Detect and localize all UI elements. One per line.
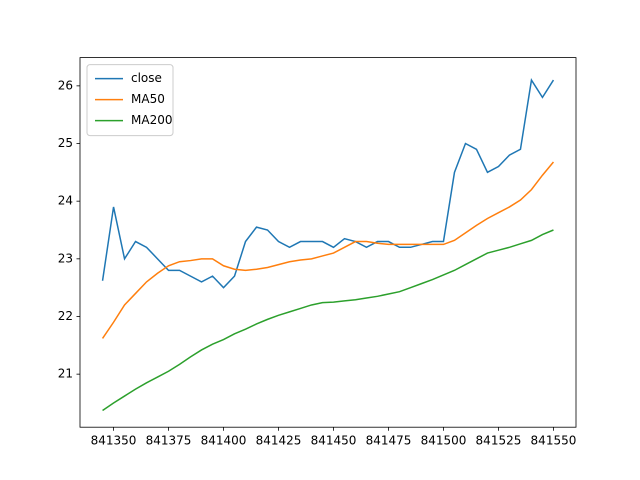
series-line: [101, 78, 555, 289]
series-line: [101, 161, 555, 339]
plot-frame: [79, 57, 577, 428]
x-tick-label: 841450: [311, 434, 357, 448]
x-tick-label: 841425: [256, 434, 302, 448]
x-tick-label: 841375: [146, 434, 192, 448]
y-tick-label: 25: [58, 136, 73, 150]
series-line: [102, 229, 554, 412]
y-tick-label: 23: [58, 251, 73, 265]
x-tick-label: 841475: [366, 434, 412, 448]
y-tick-label: 26: [58, 78, 73, 92]
x-tick-label: 841550: [531, 434, 577, 448]
y-tick-label: 22: [58, 309, 73, 323]
x-tick-label: 841500: [421, 434, 467, 448]
legend: close MA50 MA200: [86, 64, 174, 137]
y-tick-label: 21: [58, 367, 73, 381]
y-tick-label: 24: [58, 194, 73, 208]
x-tick-label: 841400: [201, 434, 247, 448]
legend-label: MA50: [131, 92, 165, 106]
legend-box: [86, 64, 174, 137]
x-tick-label: 841350: [91, 434, 137, 448]
x-tick-label: 841525: [476, 434, 522, 448]
legend-label: close: [131, 71, 162, 85]
legend-label: MA200: [131, 113, 172, 127]
